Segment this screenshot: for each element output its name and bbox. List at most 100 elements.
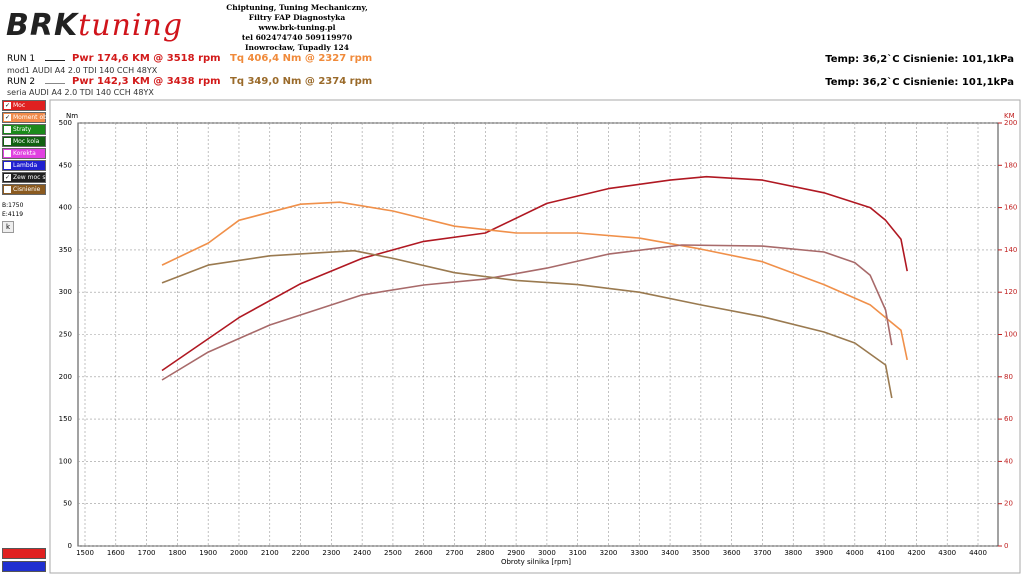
run-power: Pwr 142,3 KM @ 3438 rpm	[72, 76, 221, 87]
x-tick-label: 2300	[322, 549, 340, 557]
y2-tick-label: 120	[1004, 288, 1017, 296]
run-power: Pwr 174,6 KM @ 3518 rpm	[72, 53, 221, 64]
run-desc: mod1 AUDI A4 2.0 TDI 140 CCH 48YX	[7, 66, 158, 75]
panel-item[interactable]: Cisnienie	[2, 184, 46, 195]
panel-label: Moment obr	[13, 114, 50, 121]
panel-label: Zew moc sil	[13, 174, 49, 181]
panel-label: Moc	[13, 102, 26, 109]
x-tick-label: 2800	[476, 549, 494, 557]
x-tick-label: 4400	[969, 549, 987, 557]
panel-label: Straty	[13, 126, 32, 133]
info-line: tel 602474740 509119970	[241, 33, 353, 42]
x-tick-label: 2700	[446, 549, 464, 557]
panel-label: Lambda	[13, 162, 38, 169]
chart-frame	[49, 99, 1021, 574]
k-button[interactable]: k	[2, 221, 15, 233]
y2-tick-label: 20	[1004, 500, 1013, 508]
x-tick-label: 3000	[538, 549, 556, 557]
y2-tick-label: 40	[1004, 457, 1013, 465]
info-line: Inowrocław, Tupadly 124	[245, 43, 349, 52]
x-tick-label: 4000	[846, 549, 864, 557]
y-tick-label: 0	[68, 542, 72, 550]
panel-item[interactable]: Straty	[2, 124, 46, 135]
panel-item[interactable]: Lambda	[2, 160, 46, 171]
x-tick-label: 2600	[415, 549, 433, 557]
panel-item[interactable]: Moc kola	[2, 136, 46, 147]
y-tick-label: 400	[59, 204, 72, 212]
y-tick-label: 50	[63, 500, 72, 508]
info-line: Filtry FAP Diagnostyka	[248, 13, 346, 22]
checkbox[interactable]	[4, 186, 11, 193]
begin-rpm: B:1750	[2, 202, 24, 209]
end-rpm: E:4119	[2, 211, 24, 218]
logo: BRKtuning	[6, 8, 183, 43]
x-tick-label: 4200	[907, 549, 925, 557]
company-info: Chiptuning, Tuning Mechaniczny, Filtry F…	[222, 3, 372, 53]
y2-tick-label: 140	[1004, 246, 1017, 254]
x-tick-label: 3500	[692, 549, 710, 557]
x-tick-label: 3600	[723, 549, 741, 557]
y-tick-label: 200	[59, 373, 72, 381]
x-tick-label: 3900	[815, 549, 833, 557]
y2-axis-title: KM	[1004, 112, 1015, 120]
y-tick-label: 450	[59, 161, 72, 169]
x-tick-label: 1600	[107, 549, 125, 557]
x-tick-label: 3700	[754, 549, 772, 557]
run-desc: seria AUDI A4 2.0 TDI 140 CCH 48YX	[7, 88, 154, 97]
run-conditions: Temp: 36,2`C Cisnienie: 101,1kPa	[825, 54, 1014, 65]
x-tick-label: 3300	[630, 549, 648, 557]
x-tick-label: 4100	[877, 549, 895, 557]
bottom-swatch[interactable]	[2, 561, 46, 572]
x-tick-label: 3800	[784, 549, 802, 557]
y2-tick-label: 80	[1004, 373, 1013, 381]
x-tick-label: 2500	[384, 549, 402, 557]
checkbox[interactable]	[4, 150, 11, 157]
y2-tick-label: 200	[1004, 119, 1017, 127]
panel-label: Korekta	[13, 150, 36, 157]
checkbox[interactable]	[4, 126, 11, 133]
x-axis-title: Obroty silnika [rpm]	[501, 558, 571, 566]
y-tick-label: 500	[59, 119, 72, 127]
run-line	[45, 83, 65, 84]
panel-item[interactable]: ✓ Moc	[2, 100, 46, 111]
panel-label: Cisnienie	[13, 186, 41, 193]
x-tick-label: 3100	[569, 549, 587, 557]
y2-tick-label: 160	[1004, 204, 1017, 212]
x-tick-label: 1800	[168, 549, 186, 557]
x-tick-label: 3400	[661, 549, 679, 557]
x-tick-label: 2200	[292, 549, 310, 557]
x-tick-label: 1700	[138, 549, 156, 557]
series-line	[161, 201, 908, 361]
run-name: RUN 1	[7, 54, 36, 64]
checkbox[interactable]: ✓	[4, 174, 11, 181]
run-line	[45, 60, 65, 61]
x-tick-label: 2900	[507, 549, 525, 557]
run-torque: Tq 349,0 Nm @ 2374 rpm	[230, 76, 373, 87]
panel-label: Moc kola	[13, 138, 40, 145]
x-tick-label: 2100	[261, 549, 279, 557]
y-tick-label: 300	[59, 288, 72, 296]
y-tick-label: 100	[59, 457, 72, 465]
panel-item[interactable]: Korekta	[2, 148, 46, 159]
x-tick-label: 4300	[938, 549, 956, 557]
series-line	[161, 249, 893, 399]
bottom-swatch[interactable]	[2, 548, 46, 559]
series-line	[161, 175, 908, 372]
run-conditions: Temp: 36,2`C Cisnienie: 101,1kPa	[825, 77, 1014, 88]
y2-tick-label: 180	[1004, 161, 1017, 169]
y-tick-label: 250	[59, 331, 72, 339]
checkbox[interactable]	[4, 162, 11, 169]
x-tick-label: 1900	[199, 549, 217, 557]
checkbox[interactable]: ✓	[4, 102, 11, 109]
checkbox[interactable]: ✓	[4, 114, 11, 121]
y-tick-label: 350	[59, 246, 72, 254]
panel-item[interactable]: ✓ Zew moc sil	[2, 172, 49, 183]
y-tick-label: 150	[59, 415, 72, 423]
checkbox[interactable]	[4, 138, 11, 145]
y2-tick-label: 100	[1004, 331, 1017, 339]
y2-tick-label: 0	[1004, 542, 1008, 550]
run-torque: Tq 406,4 Nm @ 2327 rpm	[230, 53, 373, 64]
panel-item[interactable]: ✓ Moment obr	[2, 112, 50, 123]
x-tick-label: 2400	[353, 549, 371, 557]
